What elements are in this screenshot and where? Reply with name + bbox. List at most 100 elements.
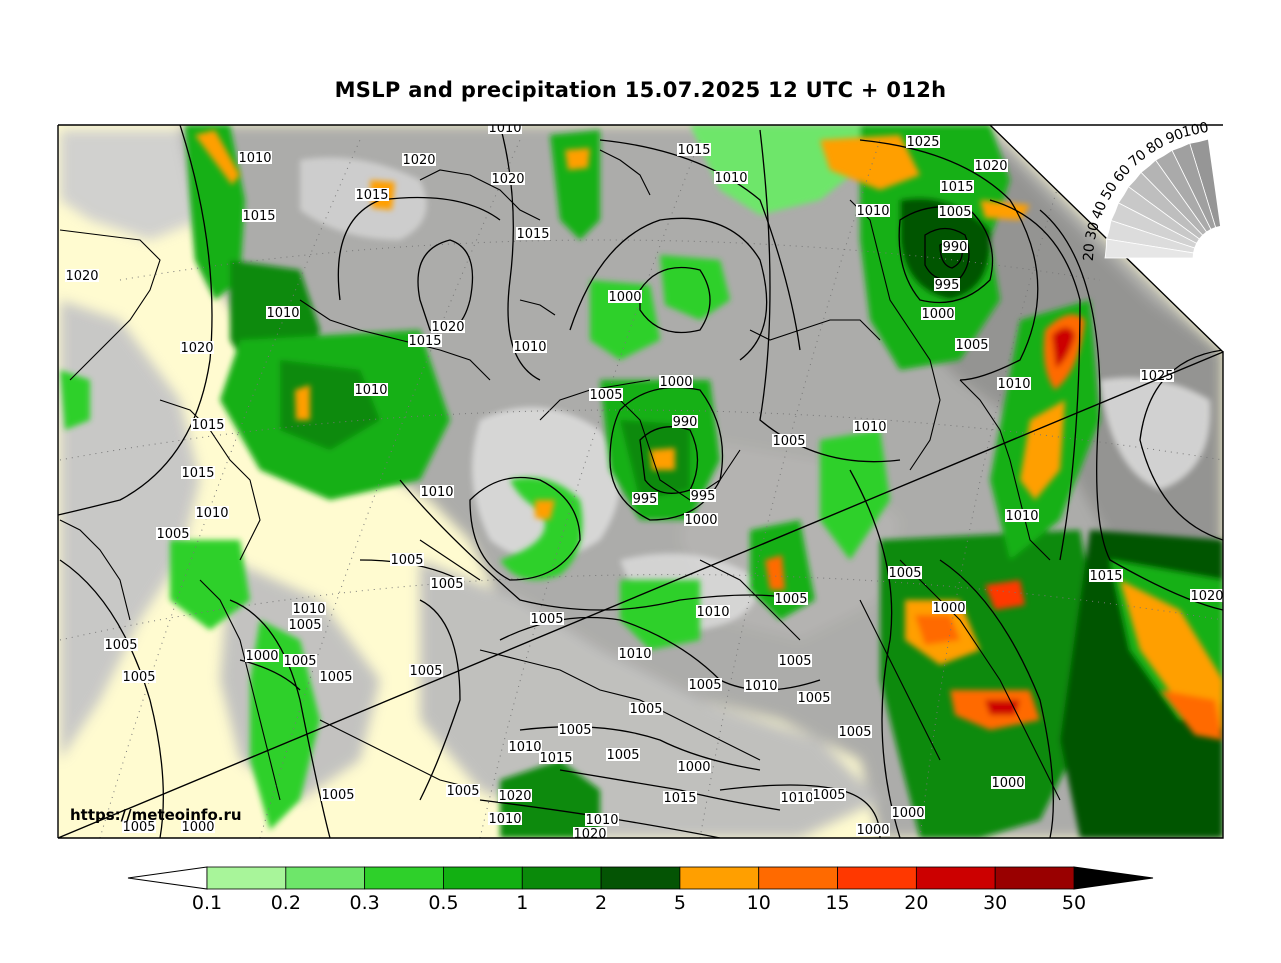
isobar-label-bg	[319, 670, 353, 683]
isobar-label-bg	[530, 612, 564, 625]
isobar-label: 1010	[744, 679, 777, 694]
isobar-label-bg	[778, 654, 812, 667]
colorbar-segment	[600, 866, 681, 890]
isobar-label: 1005	[812, 788, 845, 803]
isobar-label: 1010	[696, 605, 729, 620]
colorbar-tick-label: 0.2	[271, 892, 301, 914]
isobar-label: 1005	[283, 654, 316, 669]
isobar-label-bg	[266, 306, 300, 319]
isobar-label-bg	[409, 664, 443, 677]
isobar-label-bg	[856, 204, 890, 217]
isobar-label-bg	[242, 209, 276, 222]
isobar-label: 1005	[797, 691, 830, 706]
isobar-label: 1020	[180, 341, 213, 356]
cloud-scale-label: 30	[1083, 220, 1103, 241]
isobar-label: 990	[943, 240, 968, 255]
isobar-label-bg	[122, 670, 156, 683]
isobar-lines	[58, 125, 1223, 838]
isobar-label: 1010	[856, 204, 889, 219]
isobar-label-bg	[104, 638, 138, 651]
isobar-label-bg	[838, 725, 872, 738]
isobar-label: 1000	[659, 375, 692, 390]
isobar-label-bg	[677, 143, 711, 156]
isobar-label-bg	[122, 820, 156, 833]
isobar-label-bg	[906, 135, 940, 148]
isobar-label-bg	[812, 788, 846, 801]
isobar-label-bg	[1140, 369, 1174, 382]
isobar-label: 1005	[446, 784, 479, 799]
colorbar-tick-label: 1	[516, 892, 528, 914]
colorbar-tick-label: 0.1	[192, 892, 222, 914]
colorbar-segment	[679, 866, 760, 890]
isobar-label-bg	[283, 654, 317, 667]
colorbar-segment	[837, 866, 917, 890]
colorbar-segment	[915, 866, 996, 890]
isobar-label-bg	[774, 592, 808, 605]
isobar-label-bg	[65, 269, 99, 282]
isobar-label-bg	[498, 789, 532, 802]
isobar-label: 1015	[408, 334, 441, 349]
isobar-label: 1005	[430, 577, 463, 592]
isobar-label-bg	[558, 723, 592, 736]
precipitation-colorbar: 0.1 0.2 0.3 0.5 1 2 5 10 15 20 30 50	[127, 866, 1154, 914]
cloud-scale-label: 80	[1144, 135, 1168, 158]
isobar-label: 1005	[774, 592, 807, 607]
isobar-label: 1005	[838, 725, 871, 740]
isobar-label-bg	[513, 340, 547, 353]
isobar-label: 1005	[156, 527, 189, 542]
isobar-label: 1005	[955, 338, 988, 353]
isobar-label: 1010	[508, 740, 541, 755]
isobar-label: 1005	[530, 612, 563, 627]
isobar-label-bg	[1089, 569, 1123, 582]
colorbar-under-arrow	[127, 866, 208, 890]
colorbar-segment	[364, 866, 444, 890]
isobar-label-bg	[355, 188, 389, 201]
isobar-label: 1005	[288, 618, 321, 633]
colorbar-segment	[758, 866, 838, 890]
isobar-label-bg	[181, 820, 215, 833]
isobar-label-bg	[688, 678, 722, 691]
isobar-label: 1005	[122, 820, 155, 835]
isobar-label: 1020	[65, 269, 98, 284]
isobar-label: 1010	[292, 602, 325, 617]
isobar-label: 1020	[498, 789, 531, 804]
isobar-label-bg	[402, 153, 436, 166]
isobar-label: 1000	[677, 760, 710, 775]
isobar-label: 1010	[420, 485, 453, 500]
colorbar-segment	[994, 866, 1075, 890]
isobar-label-bg	[797, 691, 831, 704]
isobar-label: 1005	[606, 748, 639, 763]
isobar-label-bg	[390, 553, 424, 566]
isobar-label: 1010	[714, 171, 747, 186]
isobar-label-bg	[488, 125, 522, 134]
isobar-label: 1015	[940, 180, 973, 195]
isobar-label-bg	[354, 383, 388, 396]
isobar-label-bg	[714, 171, 748, 184]
isobar-label: 1015	[677, 143, 710, 158]
isobar-label: 1010	[488, 812, 521, 827]
isobar-label: 1005	[629, 702, 662, 717]
isobar-label-bg	[156, 527, 190, 540]
colorbar-tick-label: 2	[595, 892, 607, 914]
isobar-label-bg	[677, 760, 711, 773]
isobar-label-bg	[321, 788, 355, 801]
isobar-label: 1010	[488, 121, 521, 136]
isobar-label: 1005	[319, 670, 352, 685]
isobar-label-bg	[974, 159, 1008, 172]
map-frame	[57, 124, 1224, 839]
isobar-label: 1020	[491, 172, 524, 187]
isobar-label: 1015	[181, 466, 214, 481]
isobar-label-bg	[292, 602, 326, 615]
isobar-label: 995	[935, 278, 960, 293]
isobar-label: 995	[633, 492, 658, 507]
isobar-label: 1005	[321, 788, 354, 803]
colorbar-segment	[521, 866, 602, 890]
isobar-label: 1020	[974, 159, 1007, 174]
cloud-scale-label: 100	[1181, 120, 1211, 141]
coastlines	[59, 149, 1061, 801]
isobar-label: 1015	[539, 751, 572, 766]
isobar-label: 1010	[238, 151, 271, 166]
isobar-label: 1010	[853, 420, 886, 435]
